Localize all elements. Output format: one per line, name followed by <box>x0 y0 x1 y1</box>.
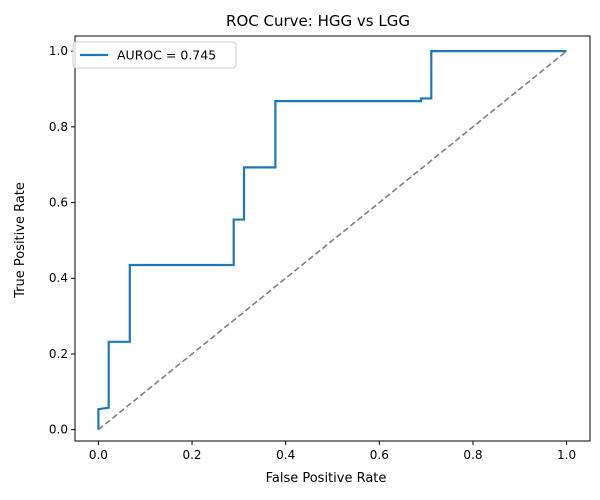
y-tick-label: 0.4 <box>49 271 68 285</box>
legend: AUROC = 0.745 <box>72 41 237 69</box>
y-axis-title: True Positive Rate <box>13 182 28 299</box>
chance-diagonal-line <box>97 50 568 431</box>
y-tick-label: 0.0 <box>49 423 68 437</box>
y-tick-label: 0.2 <box>49 347 68 361</box>
chart-title: ROC Curve: HGG vs LGG <box>226 12 410 30</box>
y-tick-label: 0.8 <box>49 120 68 134</box>
x-axis-title: False Positive Rate <box>266 471 387 486</box>
roc-curve-line <box>97 50 567 430</box>
legend-label-auroc: AUROC = 0.745 <box>117 48 216 63</box>
plot-area <box>74 35 591 442</box>
x-tick-label: 0.4 <box>276 448 295 462</box>
y-tick-label: 1.0 <box>49 44 68 58</box>
y-axis-ticks: 0.0 0.2 0.4 0.6 0.8 1.0 <box>49 44 75 437</box>
x-tick-label: 0.0 <box>89 448 108 462</box>
legend-box <box>72 41 237 69</box>
x-axis-ticks: 0.0 0.2 0.4 0.6 0.8 1.0 <box>89 441 576 462</box>
x-tick-label: 0.2 <box>182 448 201 462</box>
x-tick-label: 1.0 <box>557 448 576 462</box>
x-tick-label: 0.6 <box>370 448 389 462</box>
x-tick-label: 0.8 <box>463 448 482 462</box>
y-tick-label: 0.6 <box>49 196 68 210</box>
plot-frame <box>74 35 591 442</box>
